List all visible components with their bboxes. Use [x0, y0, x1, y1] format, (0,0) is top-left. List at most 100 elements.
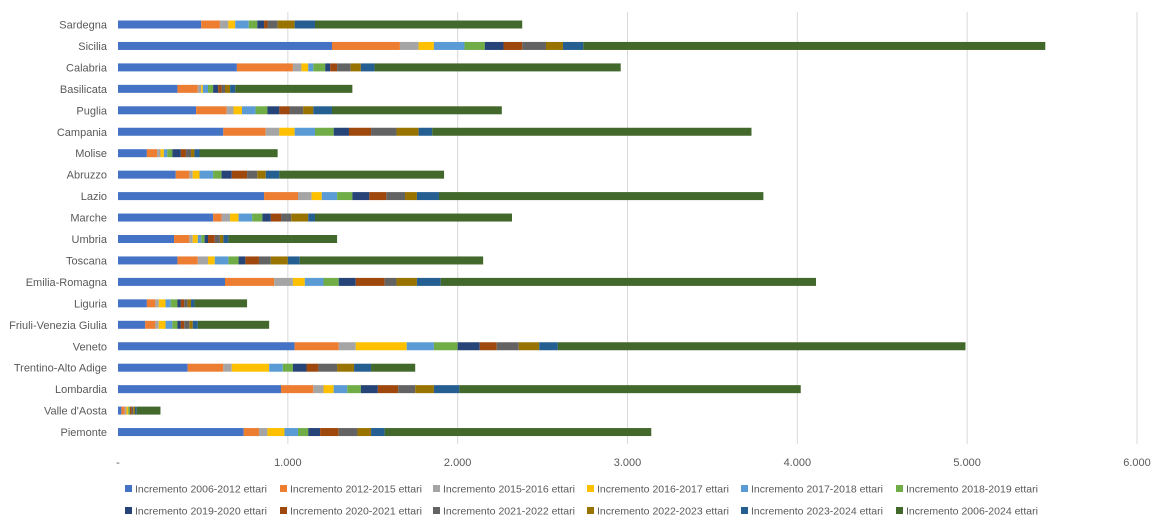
bar-segment	[226, 106, 234, 115]
bar-segment	[221, 213, 231, 222]
bar-segment	[267, 106, 280, 115]
bar-segment	[398, 385, 416, 394]
bar-segment	[352, 192, 370, 201]
bar-segment	[201, 84, 203, 93]
bar-segment	[318, 363, 338, 372]
bar-segment	[416, 192, 439, 201]
legend-label: Incremento 2022-2023 ettari	[597, 506, 729, 518]
bar-segment	[315, 213, 513, 222]
bar-segment	[479, 342, 497, 351]
bar-segment	[230, 213, 239, 222]
bar-segment	[180, 320, 185, 329]
bar-segment	[396, 277, 417, 286]
category-label: Sardegna	[59, 20, 108, 32]
bar-segment	[337, 192, 353, 201]
category-label: Molise	[75, 148, 107, 160]
bar-segment	[241, 106, 256, 115]
bar-segment	[303, 106, 314, 115]
legend-label: Incremento 2017-2018 ettari	[751, 484, 883, 496]
bar-segment	[189, 235, 193, 243]
bar-segment	[292, 277, 305, 286]
bar-segment	[294, 342, 339, 351]
bar-segment	[432, 127, 752, 136]
category-label: Calabria	[66, 62, 108, 74]
bar-segment	[405, 192, 417, 201]
category-label: Toscana	[66, 255, 108, 267]
bar-segment	[323, 277, 339, 286]
bar-segment	[160, 149, 164, 158]
legend: Incremento 2006-2012 ettari Incremento 20…	[125, 484, 1038, 518]
bar-segment	[371, 127, 397, 136]
bar-segment	[396, 127, 419, 136]
bar-segment	[338, 342, 356, 351]
bar-segment	[311, 192, 322, 201]
category-label: Puglia	[76, 105, 107, 117]
bar-segment	[355, 277, 385, 286]
category-label: Lazio	[81, 191, 107, 203]
x-tick-label: 1.000	[274, 457, 302, 469]
category-label: Emilia-Romagna	[26, 277, 108, 289]
bar-segment	[165, 299, 171, 308]
bar-segment	[128, 406, 130, 415]
legend-label: Incremento 2016-2017 ettari	[597, 484, 729, 496]
bar-segment	[118, 106, 197, 115]
bar-segment	[438, 192, 764, 201]
category-label: Sicilia	[78, 41, 108, 53]
bar-segment	[247, 170, 258, 179]
x-tick-label: 3.000	[614, 457, 642, 469]
bar-segment	[129, 406, 132, 415]
bar-segment	[223, 235, 229, 243]
bar-segment	[348, 127, 372, 136]
bar-segment	[189, 320, 193, 329]
bar-segment	[330, 63, 338, 72]
bar-segment	[418, 127, 433, 136]
bar-segment	[338, 277, 356, 286]
bar-segment	[264, 192, 299, 201]
x-tick-label: 5.000	[953, 457, 981, 469]
x-axis-tick-labels: - 1.000 2.000 3.000 4.000 5.000 6.000	[116, 457, 1151, 469]
category-label: Piemonte	[61, 427, 107, 439]
bar-segment	[360, 385, 378, 394]
bar-segment	[262, 213, 271, 222]
category-label: Campania	[57, 127, 108, 139]
category-label: Friuli-Venezia Giulia	[9, 320, 108, 332]
bar-segment	[196, 106, 227, 115]
bar-segment	[539, 342, 558, 351]
bar-segment	[124, 406, 127, 415]
bar-segment	[301, 63, 309, 72]
bar-segment	[197, 320, 270, 329]
bar-segment	[503, 41, 523, 50]
legend-label: Incremento 2015-2016 ettari	[443, 484, 575, 496]
bar-segment	[118, 406, 122, 415]
bar-segment	[279, 127, 295, 136]
legend-swatch	[741, 485, 748, 492]
bar-segment	[304, 277, 324, 286]
category-labels: Sardegna Sicilia Calabria Basilicata Puglia C…	[9, 20, 108, 440]
bar-segment	[235, 20, 249, 29]
bar-segment	[187, 363, 224, 372]
bar-segment	[399, 41, 419, 50]
bar-segment	[292, 63, 302, 72]
bar-segment	[204, 235, 209, 243]
bar-segment	[291, 213, 309, 222]
bar-segment	[323, 385, 334, 394]
bars	[118, 20, 1046, 437]
bar-segment	[223, 363, 232, 372]
bar-segment	[313, 63, 326, 72]
bar-segment	[197, 256, 209, 265]
bar-segment	[292, 363, 307, 372]
bar-segment	[118, 428, 244, 437]
bar-segment	[118, 149, 147, 158]
legend-swatch	[125, 507, 132, 514]
bar-segment	[270, 256, 288, 265]
bar-segment	[384, 277, 397, 286]
bar-segment	[282, 363, 293, 372]
legend-label: Incremento 2006-2024 ettari	[906, 506, 1038, 518]
bar-segment	[258, 256, 271, 265]
bar-segment	[213, 213, 222, 222]
bar-segment	[180, 299, 185, 308]
bar-segment	[371, 428, 385, 437]
legend-swatch	[433, 485, 440, 492]
bar-segment	[121, 406, 125, 415]
bar-segment	[281, 213, 292, 222]
